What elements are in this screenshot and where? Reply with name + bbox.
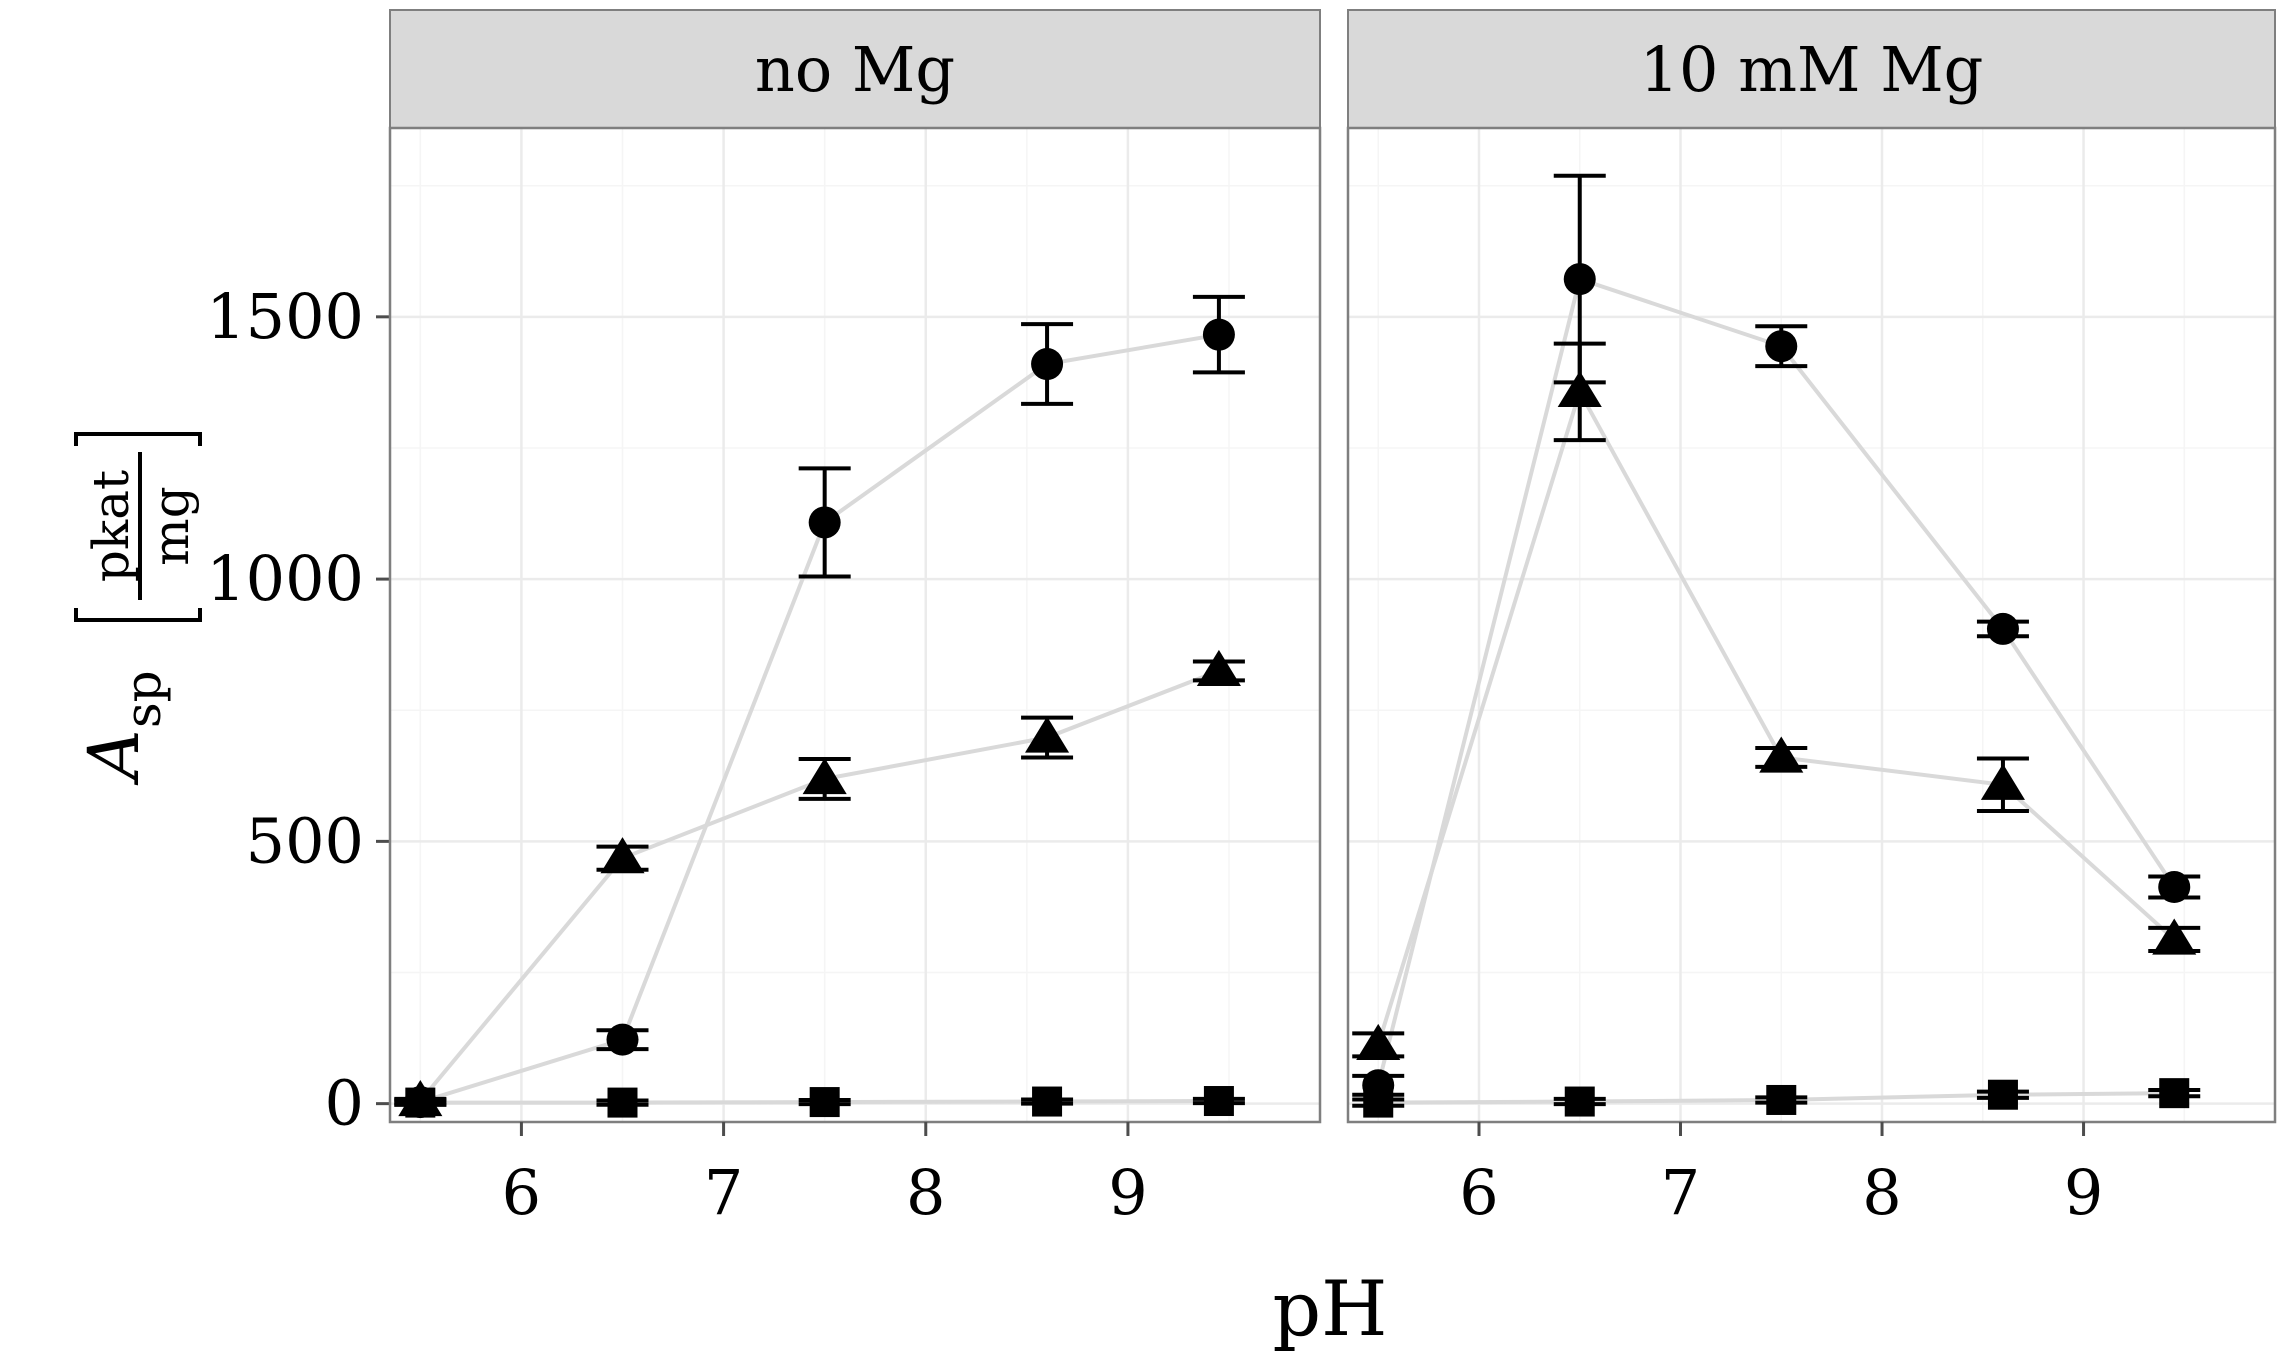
x-tick-label: 9 [1108, 1156, 1147, 1229]
panel-2: 10 mM Mg 6 7 8 9 [1346, 9, 2277, 1229]
y-axis-left-bracket [74, 608, 202, 622]
panel-1: no Mg 6 7 8 9 [388, 9, 1322, 1229]
data-point-square [405, 1087, 436, 1118]
data-point-triangle [2152, 918, 2197, 955]
data-point-square [1032, 1086, 1063, 1117]
data-point-triangle [600, 837, 645, 874]
data-point-circle [1765, 330, 1798, 363]
panel-background [1348, 128, 2275, 1122]
data-point-triangle [1356, 1023, 1401, 1061]
data-point-triangle [1557, 370, 1602, 407]
data-point-triangle [1980, 763, 2025, 800]
data-point-square [1363, 1087, 1394, 1118]
panel-border [1346, 126, 2277, 1124]
panel-grid [390, 128, 1320, 1122]
data-point-circle [2158, 871, 2191, 904]
panel-title: no Mg [755, 33, 955, 106]
data-point-triangle [1025, 716, 1070, 753]
x-tick-label: 6 [502, 1156, 541, 1229]
data-point-circle [1986, 612, 2019, 645]
panel-grid [1348, 128, 2275, 1122]
y-tick-label: 1000 [206, 542, 364, 615]
y-axis-ticks: 0 500 1000 1500 [206, 280, 390, 1140]
y-tick-label: 1500 [206, 280, 364, 353]
y-axis-title: A sp pkat mg [73, 432, 202, 786]
data-point-square [607, 1087, 638, 1118]
data-point-square [1203, 1086, 1234, 1117]
y-axis-right-bracket [74, 432, 202, 446]
y-tick-label: 500 [246, 804, 364, 877]
x-tick-label: 7 [1661, 1156, 1700, 1229]
data-point-circle [606, 1023, 639, 1056]
x-tick-label: 7 [704, 1156, 743, 1229]
panel-strip [389, 9, 1321, 129]
x-tick-label: 9 [2064, 1156, 2103, 1229]
panel-title: 10 mM Mg [1640, 33, 1984, 106]
data-point-circle [1563, 263, 1596, 296]
data-point-square [2159, 1078, 2190, 1109]
data-point-square [1987, 1079, 2018, 1110]
x-tick-label: 6 [1459, 1156, 1498, 1229]
data-point-square [809, 1087, 840, 1118]
data-point-triangle [802, 757, 847, 795]
data-point-triangle [1196, 649, 1241, 687]
panel-strip [1347, 9, 2276, 129]
panel-background [390, 128, 1320, 1122]
y-tick-label: 0 [325, 1067, 364, 1140]
panel-border [388, 126, 1322, 1124]
data-point-circle [1031, 348, 1064, 381]
y-axis-symbol: A [73, 729, 155, 786]
data-point-square [1564, 1086, 1595, 1117]
panels: no Mg 6 7 8 9 10 mM Mg 6 7 8 9 [388, 9, 2277, 1229]
x-axis-title: pH [1273, 1264, 1388, 1353]
x-tick-label: 8 [1862, 1156, 1901, 1229]
y-axis-unit-numerator: pkat [82, 470, 140, 582]
x-tick-label: 8 [906, 1156, 945, 1229]
data-point-triangle [1759, 736, 1804, 773]
data-point-circle [1202, 318, 1235, 351]
data-point-circle [808, 506, 841, 539]
data-point-square [1766, 1084, 1797, 1115]
y-axis-subscript: sp [114, 670, 172, 728]
y-axis-unit-denominator: mg [142, 486, 200, 565]
